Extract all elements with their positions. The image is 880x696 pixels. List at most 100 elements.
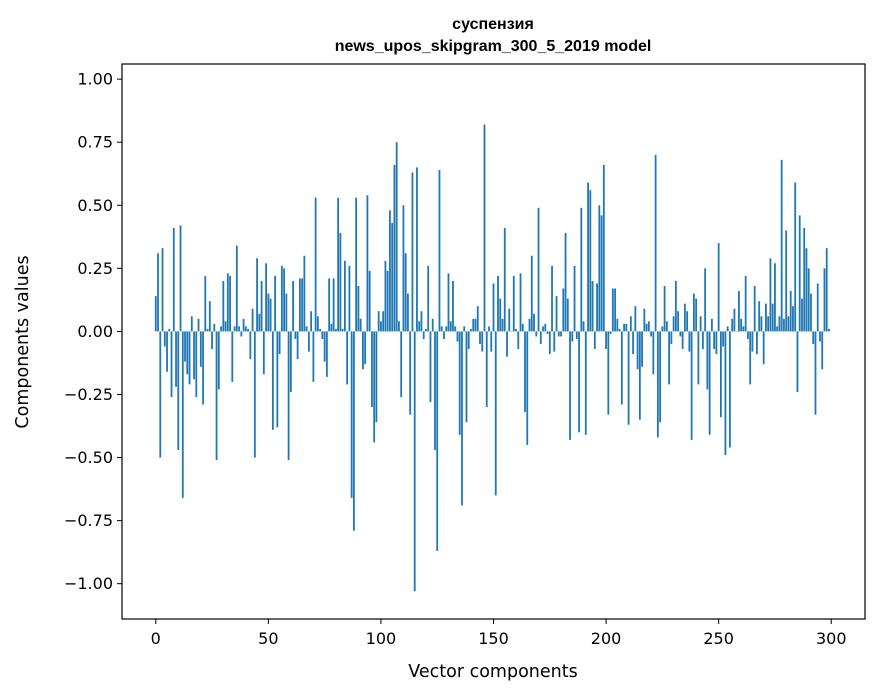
bar (262, 331, 265, 375)
x-tick-label: 50 (258, 629, 278, 648)
bar (400, 331, 403, 397)
bar (758, 301, 761, 332)
bar (537, 207, 540, 332)
bar (596, 283, 598, 332)
bar (168, 328, 171, 332)
bar (634, 306, 637, 332)
bar (623, 323, 625, 332)
bar (589, 190, 592, 332)
bar (729, 331, 731, 448)
y-tick-label: 1.00 (77, 70, 113, 89)
plot-frame (121, 63, 866, 620)
bar (375, 331, 378, 423)
bar (231, 331, 234, 382)
bar (681, 331, 684, 350)
bar (157, 253, 159, 332)
bar (298, 278, 301, 332)
y-axis-label: Components values (13, 255, 33, 428)
bar (348, 265, 351, 332)
bar (810, 293, 812, 332)
bar (481, 331, 484, 352)
bar (438, 169, 441, 332)
bar (224, 321, 227, 332)
bar (776, 326, 779, 332)
bar (213, 323, 216, 332)
y-tick-label: 0.75 (77, 133, 113, 152)
y-tick-label: −0.75 (64, 511, 113, 530)
bar (454, 326, 457, 332)
chart-title: суспензия (452, 16, 534, 33)
bar (384, 260, 387, 332)
bar (557, 331, 560, 337)
bar (726, 326, 729, 332)
y-tick-label: 0.50 (77, 196, 113, 215)
bar (404, 253, 407, 332)
bar (172, 227, 175, 332)
bar (654, 154, 657, 332)
bar (269, 298, 272, 332)
bar (641, 331, 643, 367)
bar (242, 318, 245, 332)
bar (769, 258, 772, 332)
bar (240, 331, 243, 337)
bar (618, 328, 621, 332)
bar (452, 280, 454, 332)
bar (683, 303, 686, 332)
y-tick-label: −0.50 (64, 448, 113, 467)
bar (539, 331, 542, 345)
bar (395, 142, 398, 332)
y-tick-label: 0.00 (77, 322, 113, 341)
bar (605, 331, 607, 350)
bar (186, 331, 189, 375)
bar (321, 331, 324, 339)
bar (490, 331, 493, 352)
bar (580, 207, 583, 332)
plot-area (122, 64, 865, 619)
bar (627, 331, 630, 425)
bar (744, 275, 747, 332)
bar (578, 331, 580, 433)
bar (202, 331, 204, 405)
bar (564, 233, 567, 332)
bar (443, 331, 445, 339)
bar (276, 331, 279, 428)
bar (814, 331, 817, 415)
bar (765, 303, 767, 332)
bar (233, 326, 236, 332)
bar (760, 316, 763, 332)
bar (548, 331, 551, 355)
x-tick-label: 150 (478, 629, 509, 648)
bar (474, 318, 477, 332)
bar (614, 288, 616, 332)
bar (193, 331, 195, 380)
bar (661, 326, 664, 332)
bar (530, 255, 533, 332)
bar (294, 331, 297, 339)
bar (789, 291, 792, 332)
bar (393, 164, 396, 332)
bar (181, 331, 184, 498)
bar (722, 331, 725, 347)
bar (159, 331, 162, 458)
bar (555, 296, 558, 332)
bar (472, 318, 475, 332)
bar (816, 283, 819, 332)
bar (226, 273, 229, 332)
bar (398, 321, 400, 332)
bar (647, 321, 650, 332)
bar (391, 222, 394, 332)
bar (436, 331, 439, 551)
bar (353, 331, 355, 531)
bar (731, 318, 734, 332)
bar (602, 164, 605, 332)
bar (319, 328, 322, 332)
bar (575, 331, 578, 339)
bar (310, 311, 313, 332)
bar (508, 308, 511, 332)
y-tick-label: −0.25 (64, 385, 113, 404)
bar (704, 268, 707, 332)
bar (220, 326, 222, 332)
x-tick-label: 300 (816, 629, 847, 648)
bar (256, 258, 258, 332)
bar (409, 331, 412, 415)
